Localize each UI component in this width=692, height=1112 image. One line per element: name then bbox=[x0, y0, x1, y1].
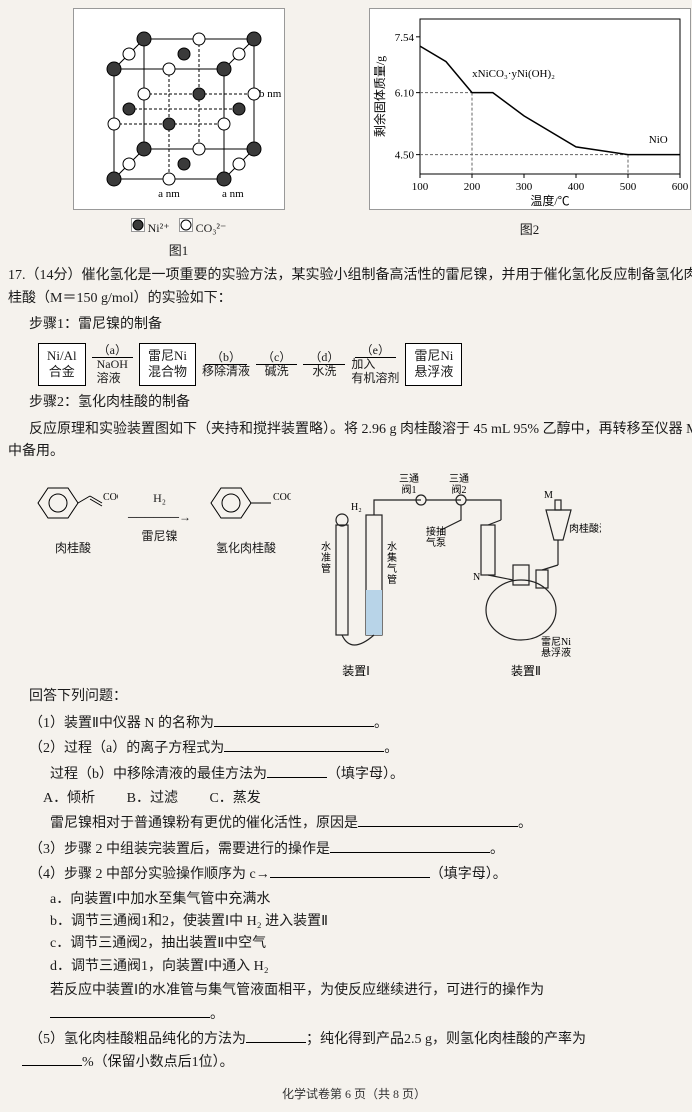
svg-text:水: 水 bbox=[321, 541, 331, 553]
fig1-caption: 图1 bbox=[8, 241, 349, 262]
flow-box-3: 雷尼Ni悬浮液 bbox=[405, 343, 462, 387]
svg-text:500: 500 bbox=[619, 181, 636, 193]
flow-box-1: Ni/Al合金 bbox=[38, 343, 86, 387]
q17-intro-text: 催化氢化是一项重要的实验方法，某实验小组制备高活性的雷尼镍，并用于催化氢化反应制… bbox=[8, 268, 692, 305]
svg-text:COOH: COOH bbox=[273, 492, 291, 503]
flow-arrow-c: （c）碱洗 bbox=[256, 351, 297, 378]
reaction-arrow: H₂ ──────→ 雷尼镍 bbox=[128, 489, 191, 547]
reactant-name: 肉桂酸 bbox=[28, 539, 118, 558]
product: COOH 氢化肉桂酸 bbox=[201, 478, 291, 558]
svg-text:a nm: a nm bbox=[222, 188, 244, 200]
svg-text:悬浮液: 悬浮液 bbox=[541, 646, 571, 659]
mass-temp-chart: 4.50 6.10 7.54 100 200 300 400 500 600 xNiCO₃·yNi… bbox=[369, 8, 691, 210]
page-footer: 化学试卷第 6 页（共 8 页） bbox=[8, 1085, 692, 1104]
q17-number: 17.（14分） bbox=[8, 268, 82, 283]
svg-text:水: 水 bbox=[387, 541, 397, 553]
svg-text:COOH: COOH bbox=[103, 492, 118, 503]
svg-text:M: M bbox=[544, 490, 553, 501]
q2a: （2）过程（a）的离子方程式为。 bbox=[8, 737, 692, 760]
svg-text:6.10: 6.10 bbox=[394, 88, 414, 100]
svg-text:4.50: 4.50 bbox=[394, 150, 414, 162]
svg-text:阀2: 阀2 bbox=[452, 483, 467, 496]
q2-options: A．倾析 B．过滤 C．蒸发 bbox=[43, 788, 692, 810]
svg-text:N: N bbox=[473, 572, 480, 583]
svg-text:b nm: b nm bbox=[259, 88, 282, 100]
svg-text:三通: 三通 bbox=[399, 473, 419, 485]
flow-box-2: 雷尼Ni混合物 bbox=[139, 343, 196, 387]
option-a: A．倾析 bbox=[43, 791, 95, 806]
crystal-diagram: a nm a nm b nm bbox=[73, 8, 285, 210]
svg-text:装置Ⅱ: 装置Ⅱ bbox=[511, 664, 541, 678]
step-a: a．向装置Ⅰ中加水至集气管中充满水 bbox=[50, 889, 692, 911]
q4e: 若反应中装置Ⅰ的水准管与集气管液面相平，为使反应继续进行，可进行的操作为。 bbox=[50, 980, 692, 1026]
svg-text:雷尼Ni: 雷尼Ni bbox=[541, 636, 571, 648]
apparatus-diagram: 三通阀1三通阀2H₂水准管水集气管接抽气泵M肉桂酸溶液雷尼Ni悬浮液N装置Ⅰ装置… bbox=[311, 470, 601, 680]
figure-2: 4.50 6.10 7.54 100 200 300 400 500 600 xNiCO₃·yNi… bbox=[359, 8, 692, 261]
svg-text:装置Ⅰ: 装置Ⅰ bbox=[342, 664, 370, 678]
q1: （1）装置Ⅱ中仪器 N 的名称为。 bbox=[8, 712, 692, 735]
svg-text:管: 管 bbox=[321, 562, 331, 575]
legend-ni: Ni²⁺ bbox=[148, 221, 170, 235]
answer-title: 回答下列问题： bbox=[8, 686, 692, 708]
svg-text:阀1: 阀1 bbox=[402, 483, 417, 496]
svg-text:400: 400 bbox=[567, 181, 584, 193]
svg-text:H₂: H₂ bbox=[351, 502, 362, 513]
product-name: 氢化肉桂酸 bbox=[201, 539, 291, 558]
step-d: d．调节三通阀1，向装置Ⅰ中通入 H₂ bbox=[50, 956, 692, 978]
svg-text:100: 100 bbox=[411, 181, 428, 193]
step-c: c．调节三通阀2，抽出装置Ⅱ中空气 bbox=[50, 933, 692, 955]
legend-co3: CO₃²⁻ bbox=[196, 221, 227, 235]
svg-text:接抽: 接抽 bbox=[426, 525, 446, 538]
flow-arrow-e: （e）加入有机溶剂 bbox=[351, 344, 399, 385]
figure-row: a nm a nm b nm Ni²⁺ CO₃²⁻ 图1 4.50 6.10 7.5… bbox=[8, 8, 692, 261]
svg-text:管: 管 bbox=[387, 573, 397, 586]
option-c: C．蒸发 bbox=[209, 791, 260, 806]
q5: （5）氢化肉桂酸粗品纯化的方法为；纯化得到产品2.5 g，则氢化肉桂酸的产率为 … bbox=[8, 1028, 692, 1075]
svg-text:NiO: NiO bbox=[648, 134, 667, 146]
q2b: 过程（b）中移除清液的最佳方法为（填字母）。 bbox=[50, 763, 692, 786]
svg-text:肉桂酸溶液: 肉桂酸溶液 bbox=[569, 522, 601, 535]
svg-text:a nm: a nm bbox=[158, 188, 180, 200]
option-b: B．过滤 bbox=[127, 791, 178, 806]
reaction-scheme: COOH 肉桂酸 H₂ ──────→ 雷尼镍 COOH 氢化肉桂酸 bbox=[28, 478, 291, 558]
prep-flowchart: Ni/Al合金 （a）NaOH溶液 雷尼Ni混合物 （b）移除清液 （c）碱洗 … bbox=[38, 343, 692, 387]
fig1-legend: Ni²⁺ CO₃²⁻ bbox=[8, 218, 349, 238]
q2c: 雷尼镍相对于普通镍粉有更优的催化活性，原因是。 bbox=[50, 812, 692, 835]
figure-1: a nm a nm b nm Ni²⁺ CO₃²⁻ 图1 bbox=[8, 8, 349, 261]
svg-text:准: 准 bbox=[321, 552, 331, 564]
flow-arrow-b: （b）移除清液 bbox=[202, 351, 250, 378]
q3: （3）步骤 2 中组装完装置后，需要进行的操作是。 bbox=[8, 838, 692, 861]
reaction-apparatus-row: COOH 肉桂酸 H₂ ──────→ 雷尼镍 COOH 氢化肉桂酸 三通阀1三… bbox=[8, 470, 692, 680]
svg-text:7.54: 7.54 bbox=[394, 32, 414, 44]
svg-text:三通: 三通 bbox=[449, 473, 469, 485]
svg-text:气泵: 气泵 bbox=[426, 536, 446, 549]
step2-desc: 反应原理和实验装置图如下（夹持和搅拌装置略）。将 2.96 g 肉桂酸溶于 45… bbox=[8, 419, 692, 464]
flow-arrow-a: （a）NaOH溶液 bbox=[92, 344, 133, 385]
svg-text:集: 集 bbox=[387, 551, 397, 564]
reactant: COOH 肉桂酸 bbox=[28, 478, 118, 558]
q17-intro: 17.（14分）催化氢化是一项重要的实验方法，某实验小组制备高活性的雷尼镍，并用… bbox=[8, 265, 692, 310]
fig2-caption: 图2 bbox=[359, 220, 692, 241]
svg-text:200: 200 bbox=[463, 181, 480, 193]
svg-text:气: 气 bbox=[387, 562, 397, 575]
svg-text:xNiCO₃·yNi(OH)₂: xNiCO₃·yNi(OH)₂ bbox=[472, 68, 555, 80]
q4: （4）步骤 2 中部分实验操作顺序为 c→（填字母）。 bbox=[8, 863, 692, 886]
flow-arrow-d: （d）水洗 bbox=[303, 351, 345, 378]
step1-title: 步骤1：雷尼镍的制备 bbox=[8, 314, 692, 336]
svg-text:剩余固体质量/g: 剩余固体质量/g bbox=[372, 56, 387, 137]
svg-text:600: 600 bbox=[671, 181, 688, 193]
step2-title: 步骤2：氢化肉桂酸的制备 bbox=[8, 392, 692, 414]
step-b: b．调节三通阀1和2，使装置Ⅰ中 H₂ 进入装置Ⅱ bbox=[50, 911, 692, 933]
svg-text:温度/℃: 温度/℃ bbox=[530, 193, 569, 208]
svg-text:300: 300 bbox=[515, 181, 532, 193]
